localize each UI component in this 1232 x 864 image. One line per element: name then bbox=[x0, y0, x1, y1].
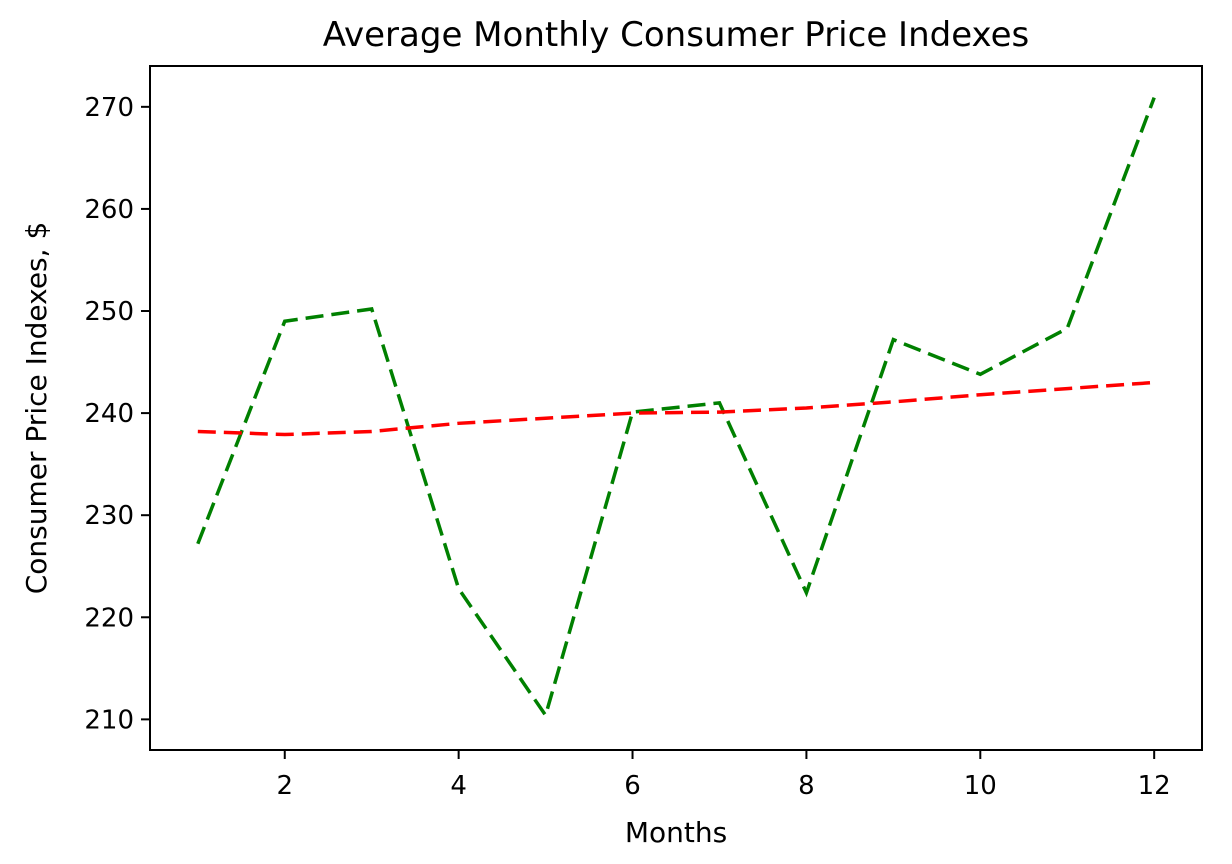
y-axis: 210 220 230 240 250 260 270 bbox=[84, 93, 150, 735]
x-axis: 2 4 6 8 10 12 bbox=[276, 750, 1171, 801]
x-tick-label: 10 bbox=[964, 771, 997, 801]
y-axis-label: Consumer Price Indexes, $ bbox=[20, 222, 53, 595]
x-tick-label: 8 bbox=[798, 771, 815, 801]
series-line-1 bbox=[196, 97, 1156, 720]
y-tick-label: 260 bbox=[84, 195, 134, 225]
x-axis-label: Months bbox=[625, 816, 727, 849]
y-tick-label: 240 bbox=[84, 399, 134, 429]
plot-frame bbox=[149, 65, 1203, 751]
x-tick-label: 2 bbox=[276, 771, 293, 801]
y-tick-label: 270 bbox=[84, 93, 134, 123]
y-tick-label: 250 bbox=[84, 297, 134, 327]
series-layer bbox=[196, 97, 1156, 720]
y-tick-label: 230 bbox=[84, 501, 134, 531]
series-line-2 bbox=[197, 380, 1155, 437]
y-tick-label: 210 bbox=[84, 705, 134, 735]
x-tick-label: 4 bbox=[450, 771, 467, 801]
x-tick-label: 12 bbox=[1138, 771, 1171, 801]
chart-title: Average Monthly Consumer Price Indexes bbox=[323, 15, 1029, 55]
y-tick-label: 220 bbox=[84, 603, 134, 633]
x-tick-label: 6 bbox=[624, 771, 641, 801]
